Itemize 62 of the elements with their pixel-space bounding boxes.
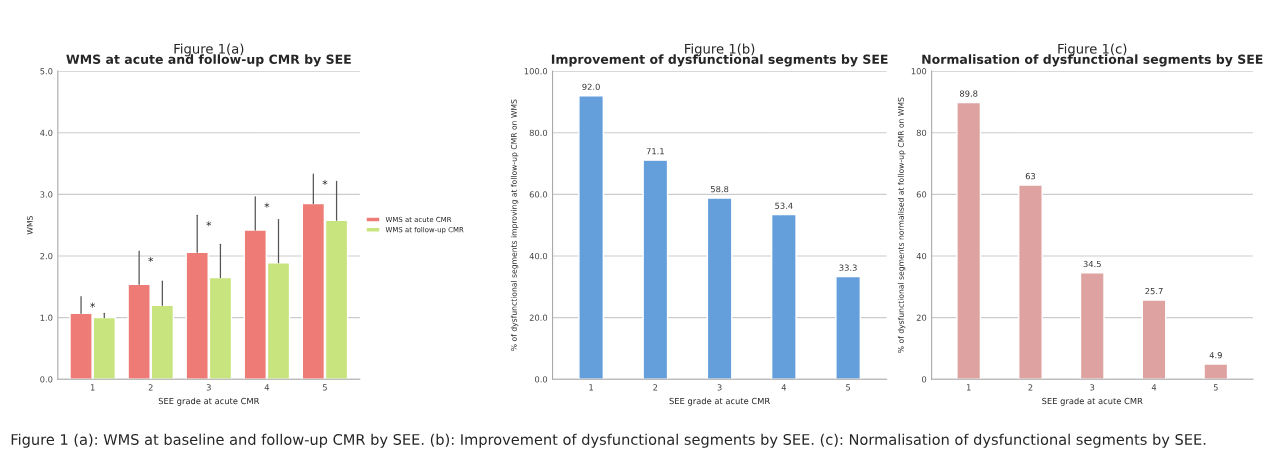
y-tick-label: 40.0 [529,252,548,260]
y-tick-label: 0 [922,376,927,383]
x-tick-label: 4 [1151,384,1157,391]
x-tick-label: 4 [781,384,787,391]
x-tick-label: 3 [717,384,722,391]
y-tick-label: 40 [916,252,927,260]
data-label: 63 [1025,173,1036,180]
x-axis-title: SEE grade at acute CMR [1042,397,1143,406]
y-tick-label: 5.0 [40,68,53,75]
x-tick-label: 1 [90,384,95,391]
x-tick-label: 2 [653,384,658,391]
x-tick-label: 3 [206,384,211,391]
bar [642,159,669,380]
bar [956,101,982,380]
y-tick-label: 80.0 [529,129,548,136]
annotation: * [148,256,154,263]
x-tick-label: 4 [264,384,270,391]
x-tick-label: 5 [1213,384,1218,391]
data-label: 4.9 [1209,352,1222,359]
y-tick-label: 2.0 [40,252,53,260]
bar [578,95,605,380]
bar [770,213,797,380]
x-tick-label: 5 [846,384,851,391]
x-tick-label: 5 [322,384,327,391]
bar [1079,272,1105,380]
y-tick-label: 20.0 [529,314,548,321]
bar [835,275,862,380]
annotation: * [206,221,212,227]
x-axis-title: SEE grade at acute CMR [158,397,260,406]
y-tick-label: 80 [916,129,927,136]
x-tick-label: 2 [1028,384,1033,391]
y-tick-label: 60 [916,191,927,198]
x-tick-label: 3 [1090,384,1095,391]
bar [1141,299,1167,380]
y-tick-label: 0.0 [40,376,53,383]
y-tick-label: 100.0 [524,68,548,75]
annotation: * [322,179,328,185]
data-label: 53.4 [775,202,793,209]
data-label: 89.8 [959,90,978,97]
bar [1203,363,1229,380]
x-tick-label: 2 [148,384,153,391]
x-tick-label: 1 [589,384,593,391]
data-label: 71.1 [646,148,664,155]
bar [706,197,733,380]
y-tick-label: 60.0 [529,191,548,198]
x-axis-title: SEE grade at acute CMR [669,397,770,406]
x-tick-label: 1 [966,384,971,391]
bar [1018,184,1043,380]
y-tick-label: 1.0 [40,314,53,321]
caption: Figure 1 (a): WMS at baseline and follow-up CMR by SEE. (b): Improvement of dysfunctional segments by SEE. (c): Normalisation of dysfunctional segments by SEE. [11,433,1206,448]
data-label: 34.5 [1083,260,1101,268]
data-label: 92.0 [582,83,600,90]
data-label: 58.8 [710,185,729,193]
data-label: 25.7 [1145,287,1163,295]
y-tick-label: 0.0 [534,376,548,383]
annotation: * [264,202,270,208]
y-tick-label: 100 [911,68,927,75]
y-tick-label: 20 [916,314,927,321]
y-tick-label: 3.0 [40,191,53,198]
annotation: * [90,302,96,308]
data-label: 33.3 [839,264,857,271]
y-tick-label: 4.0 [40,129,53,136]
